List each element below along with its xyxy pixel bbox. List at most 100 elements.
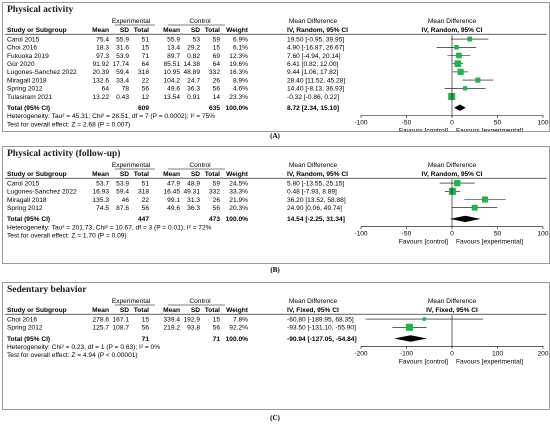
column-header: Total [134,307,149,314]
study-weight: 92.2% [229,325,248,332]
study-c-sd: 36.3 [187,205,200,212]
header-mean-difference-plot: Mean Difference [428,162,477,169]
study-c-n: 56 [213,205,221,212]
study-e-mean: 20.39 [92,69,109,76]
column-header: Weight [226,307,249,314]
study-e-n: 15 [142,316,150,323]
study-e-sd: 53.9 [116,180,129,187]
study-weight: 21.9% [229,197,248,204]
study-c-mean: 49.6 [167,86,180,93]
study-e-mean: 18.3 [96,45,109,52]
study-e-n: 71 [142,53,150,60]
study-e-n: 22 [142,77,150,84]
study-weight: 8.9% [233,77,248,84]
study-c-n: 15 [213,45,221,52]
header-experimental: Experimental [112,162,151,169]
study-c-mean: 10.95 [163,69,180,76]
study-e-mean: 16.93 [92,189,109,196]
header-control: Control [189,162,211,169]
study-e-n: 56 [142,205,150,212]
study-c-sd: 24.7 [187,77,200,84]
study-ci-text: 36.20 [13.52, 58.88] [287,197,346,204]
study-e-mean: 74.5 [96,205,109,212]
column-header: IV, Random, 95% CI [422,171,483,178]
study-e-sd: 59.4 [116,189,129,196]
column-header: Mean [92,171,109,178]
study-name: Spring 2012 [7,86,43,93]
column-header: SD [191,27,200,34]
study-c-n: 59 [213,36,221,43]
x-tick-label: 50 [494,120,502,127]
study-ci-text: -60.80 [-189.95, 68.35] [287,316,354,323]
column-header: Mean [163,307,180,314]
column-header: Mean [92,27,109,34]
header-control: Control [189,298,211,305]
header-experimental: Experimental [112,18,151,25]
total-ci: -90.94 [-127.05, -54.84] [287,336,357,343]
favours-control: Favours [control] [399,128,448,132]
pooled-diamond [449,215,481,223]
x-tick-label: -100 [400,350,414,357]
study-e-mean: 13.22 [92,94,109,101]
column-header: Mean [163,27,180,34]
study-e-mean: 125.7 [92,325,109,332]
study-ci-text: -0.32 [-0.86, 0.22] [287,94,339,101]
study-e-sd: 87.6 [116,205,129,212]
forest-plot-c: Experimental Control Mean Difference Mean D… [5,298,549,365]
caption-a: (A) [270,132,280,140]
study-ci-text: 9.44 [1.06, 17.82] [287,69,338,76]
overall-effect: Test for overall effect: Z = 4.94 (P < 0… [7,352,138,359]
study-c-sd: 31.3 [187,197,200,204]
x-tick-label: 0 [450,120,454,127]
panel-title: Sedentary behavior [7,285,87,295]
study-c-sd: 0.82 [187,53,200,60]
study-e-n: 51 [142,180,150,187]
study-c-sd: 48.9 [187,180,200,187]
study-ci-text: 19.50 [-0.95, 39.95] [287,36,344,43]
study-c-n: 26 [213,197,221,204]
column-header: IV, Random, 95% CI [287,27,348,34]
x-tick-label: 0 [450,231,454,238]
total-c-n: 71 [213,336,221,343]
column-header: Study or Subgroup [7,307,67,314]
column-header: Total [205,307,220,314]
study-c-mean: 99.1 [167,197,180,204]
forest-plot-a: Experimental Control Mean Difference Mean D… [5,18,549,135]
total-ci: 8.72 [2.34, 15.10] [287,105,339,112]
study-ci-text: 0.48 [-7.93, 8.89] [287,189,337,196]
study-e-n: 318 [138,189,149,196]
point-estimate [448,187,456,195]
study-name: Lugones-Sanchez 2022 [7,69,77,76]
x-tick-label: 200 [537,350,548,357]
header-mean-difference: Mean Difference [289,162,338,169]
overall-effect: Test for overall effect: Z = 1.70 (P = 0… [7,233,127,240]
x-tick-label: -100 [354,231,368,238]
point-estimate [475,77,481,83]
study-c-sd: 0.91 [187,94,200,101]
favours-experimental: Favours [experimental] [456,128,523,132]
study-c-mean: 47.9 [167,180,180,187]
study-e-sd: 167.1 [112,316,129,323]
study-e-sd: 59.4 [116,69,129,76]
study-weight: 20.3% [229,205,248,212]
study-weight: 6.1% [233,45,248,52]
total-c-n: 635 [209,105,220,112]
header-control: Control [189,18,211,25]
study-c-n: 15 [213,316,221,323]
study-c-n: 332 [209,69,220,76]
study-weight: 6.9% [233,36,248,43]
study-e-n: 56 [142,325,150,332]
header-mean-difference: Mean Difference [289,18,338,25]
total-e-n: 447 [138,216,149,223]
study-e-n: 15 [142,45,150,52]
study-e-sd: 31.6 [116,45,129,52]
study-e-mean: 97.3 [96,53,109,60]
caption-b: (B) [270,266,280,274]
study-c-n: 56 [213,86,221,93]
panel-title: Physical activity (follow-up) [7,149,121,159]
total-e-n: 609 [138,105,149,112]
x-tick-label: -50 [402,120,412,127]
study-e-sd: 33.4 [116,77,129,84]
favours-control: Favours [control] [399,239,448,246]
study-c-sd: 36.3 [187,86,200,93]
